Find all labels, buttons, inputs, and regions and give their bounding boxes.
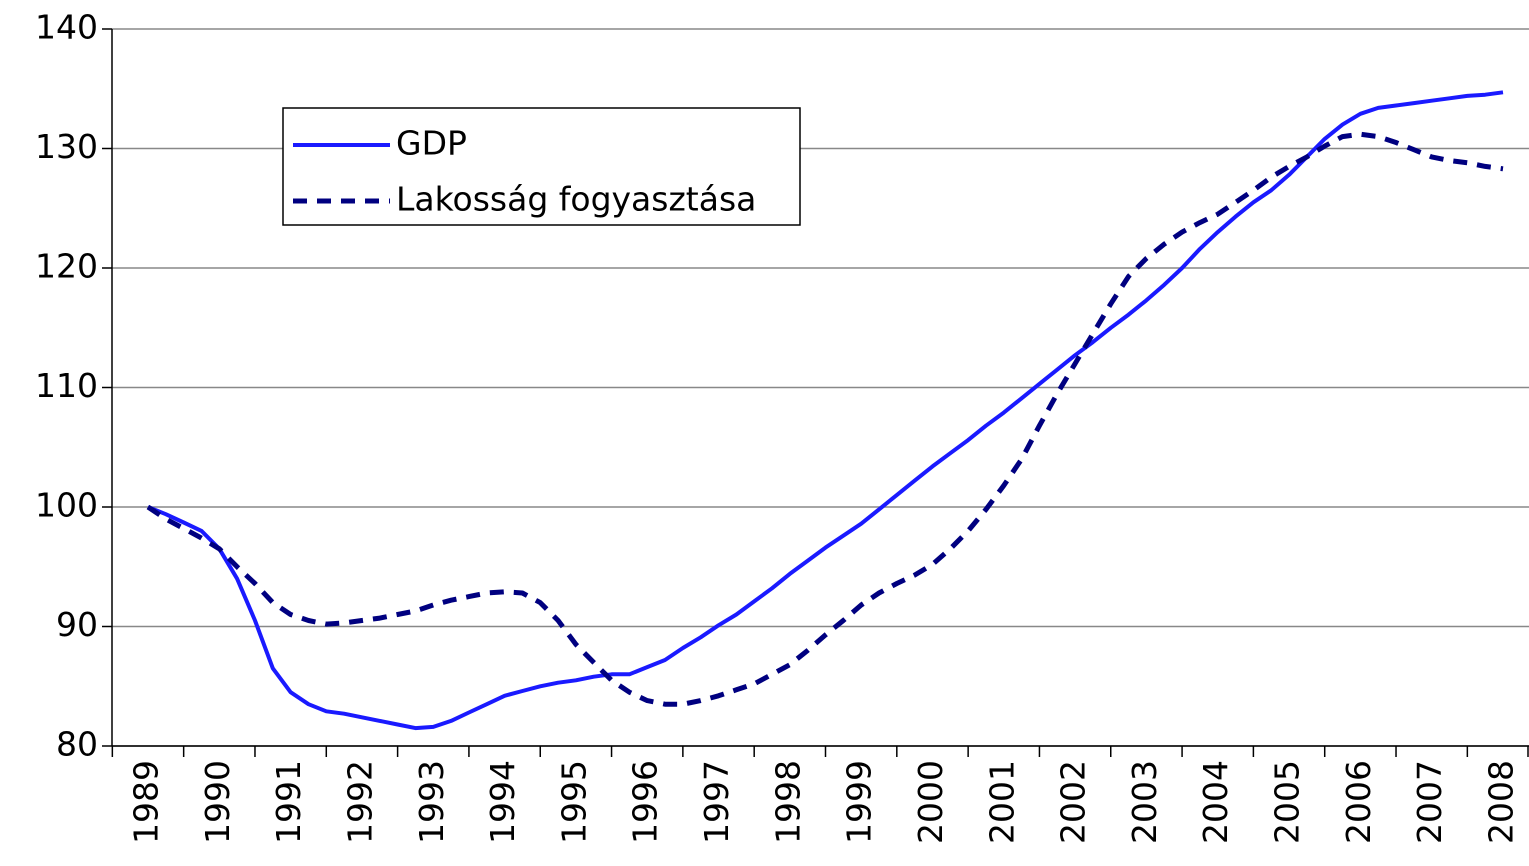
legend: GDP Lakosság fogyasztása [282,107,801,226]
x-tick-label: 1990 [198,760,237,844]
x-tick-label: 1996 [626,760,665,844]
x-tick-label: 2001 [982,760,1021,844]
x-tick-label: 2003 [1125,760,1164,844]
x-tick-label: 2007 [1410,760,1449,844]
y-tick-label: 140 [35,8,98,47]
x-tick-label: 1994 [483,760,522,844]
x-tick-label: 1998 [768,760,807,844]
x-tick-label: 1995 [554,760,593,844]
x-tick-label: 2004 [1196,760,1235,844]
y-tick-label: 80 [56,725,98,764]
y-tick-label: 90 [56,605,98,644]
x-tick-label: 2002 [1054,760,1093,844]
legend-label: GDP [396,124,467,163]
series-line [146,131,1504,707]
x-tick-label: 1993 [412,760,451,844]
x-tick-label: 1991 [269,760,308,844]
x-tick-label: 2006 [1339,760,1378,844]
x-tick-label: 2000 [911,760,950,844]
y-tick-label: 120 [35,247,98,286]
x-tick-label: 2008 [1482,760,1521,844]
y-tick-label: 110 [35,366,98,405]
legend-box [282,107,801,226]
x-tick-label: 2005 [1268,760,1307,844]
series-line [147,90,1504,731]
y-tick-label: 100 [35,486,98,525]
legend-label: Lakosság fogyasztása [396,180,756,219]
x-tick-label: 1999 [840,760,879,844]
x-tick-label: 1989 [127,760,166,844]
y-tick-label: 130 [35,127,98,166]
x-tick-label: 1992 [340,760,379,844]
x-tick-label: 1997 [697,760,736,844]
